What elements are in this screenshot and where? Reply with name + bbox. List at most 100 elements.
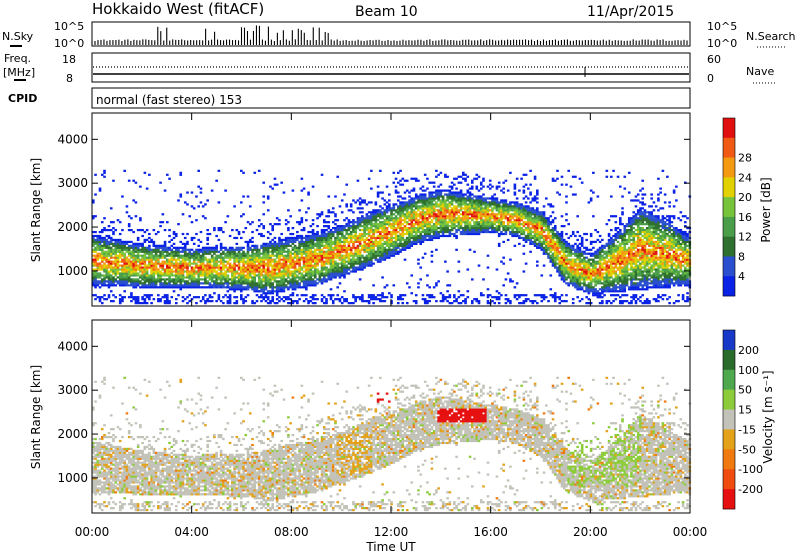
power-cell: [126, 266, 129, 268]
power-cell: [496, 231, 499, 233]
power-cell: [357, 223, 360, 225]
power-cell: [352, 268, 355, 270]
power-cell: [101, 247, 104, 249]
power-cell: [188, 253, 191, 255]
power-cell: [354, 251, 357, 253]
power-cell: [388, 251, 391, 253]
power-cell: [126, 272, 129, 274]
power-cell: [363, 257, 366, 259]
power-cell: [283, 261, 286, 263]
power-cell: [395, 253, 398, 255]
power-cell: [422, 257, 425, 259]
power-cell: [256, 251, 259, 253]
power-cell: [379, 251, 382, 253]
power-cell: [222, 265, 225, 267]
power-cell: [99, 286, 102, 288]
power-cell: [162, 247, 165, 249]
power-cell: [96, 276, 99, 278]
power-cell: [184, 266, 187, 268]
power-cell: [200, 268, 203, 270]
power-cell: [247, 255, 250, 257]
power-cell: [204, 217, 207, 219]
power-cell: [265, 282, 268, 284]
power-cell: [444, 261, 447, 263]
power-cell: [348, 209, 351, 211]
power-cell: [323, 219, 326, 221]
power-cell: [386, 237, 389, 239]
power-cell: [285, 270, 288, 272]
power-cell: [401, 231, 404, 233]
power-cell: [195, 249, 198, 251]
power-cell: [375, 237, 378, 239]
power-cell: [502, 241, 505, 243]
power-cell: [361, 298, 364, 300]
power-cell: [139, 229, 142, 231]
power-cell: [478, 227, 481, 229]
power-cell: [137, 251, 140, 253]
power-cell: [193, 243, 196, 245]
power-cell: [283, 288, 286, 290]
power-cell: [395, 191, 398, 193]
power-cell: [168, 241, 171, 243]
power-cell: [388, 225, 391, 227]
power-cell: [496, 213, 499, 215]
power-cell: [209, 284, 212, 286]
noise-trace: [92, 25, 687, 45]
power-cell: [280, 245, 283, 247]
power-cell: [186, 282, 189, 284]
power-cell: [392, 225, 395, 227]
power-cell: [177, 268, 180, 270]
power-cell: [238, 272, 241, 274]
power-cell: [294, 239, 297, 241]
power-cell: [502, 203, 505, 205]
power-cell: [175, 278, 178, 280]
power-cell: [186, 241, 189, 243]
power-cell: [215, 261, 218, 263]
power-cell: [469, 205, 472, 207]
power-cell: [417, 207, 420, 209]
power-cell: [435, 203, 438, 205]
power-cell: [350, 265, 353, 267]
power-cell: [397, 223, 400, 225]
power-cell: [401, 211, 404, 213]
power-cell: [339, 253, 342, 255]
power-cell: [269, 261, 272, 263]
power-cell: [121, 261, 124, 263]
power-cell: [287, 265, 290, 267]
power-cell: [269, 259, 272, 261]
power-cell: [258, 255, 261, 257]
power-cell: [271, 290, 274, 292]
power-cell: [392, 227, 395, 229]
power-cell: [359, 203, 362, 205]
power-cell: [348, 257, 351, 259]
power-cell: [99, 300, 102, 302]
power-cell: [135, 284, 138, 286]
power-cell: [431, 207, 434, 209]
power-cell: [390, 239, 393, 241]
power-cell: [487, 225, 490, 227]
power-cell: [236, 286, 239, 288]
power-cell: [368, 249, 371, 251]
power-cell: [168, 268, 171, 270]
power-cell: [325, 257, 328, 259]
power-cell: [392, 182, 395, 184]
power-cell: [379, 298, 382, 300]
power-cell: [330, 276, 333, 278]
power-cell: [384, 249, 387, 251]
power-cell: [437, 199, 440, 201]
power-cell: [296, 280, 299, 282]
power-cell: [108, 274, 111, 276]
power-cell: [390, 296, 393, 298]
power-cell: [227, 251, 230, 253]
power-cell: [213, 227, 216, 229]
power-cell: [144, 278, 147, 280]
power-cell: [321, 272, 324, 274]
power-cell: [350, 225, 353, 227]
power-cell: [464, 300, 467, 302]
power-cell: [375, 243, 378, 245]
power-cell: [179, 286, 182, 288]
power-cell: [359, 197, 362, 199]
power-cell: [229, 282, 232, 284]
power-cell: [112, 251, 115, 253]
power-cell: [370, 235, 373, 237]
